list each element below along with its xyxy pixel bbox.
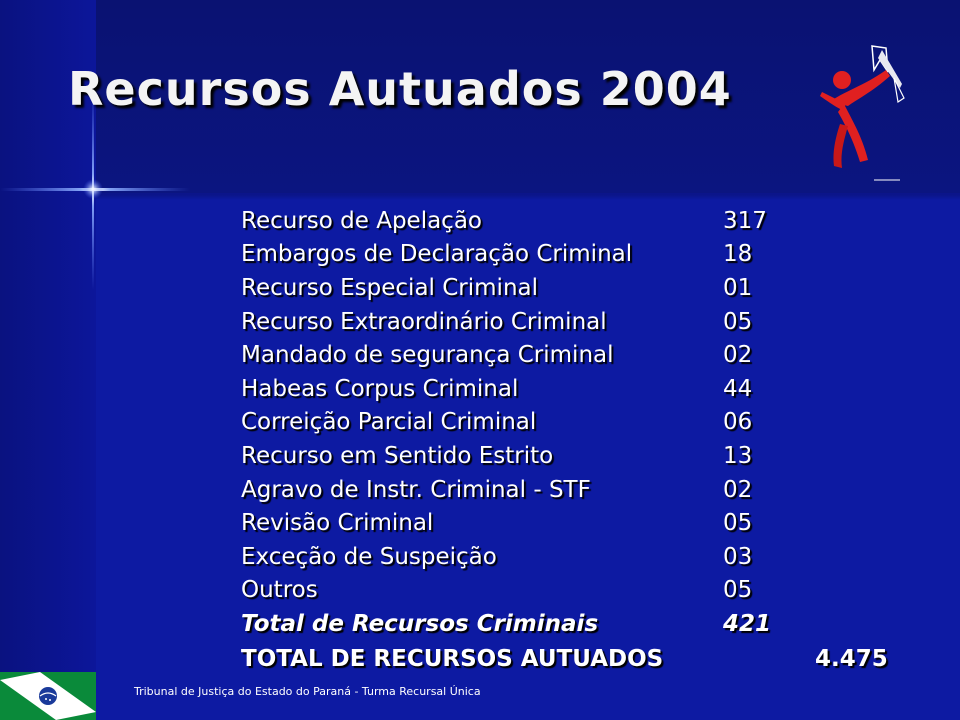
grand-total-row: TOTAL DE RECURSOS AUTUADOS 4.475 [241, 646, 888, 672]
table-row: Recurso Especial Criminal 01 [241, 271, 783, 305]
row-value: 13 [723, 442, 753, 469]
row-label: Agravo de Instr. Criminal - STF [241, 476, 591, 503]
total-criminal-value: 421 [723, 610, 772, 637]
top-band [96, 0, 960, 193]
row-label: Exceção de Suspeição [241, 543, 497, 570]
table-row: Recurso Extraordinário Criminal 05 [241, 305, 783, 339]
table-row: Recurso de Apelação 317 [241, 204, 783, 238]
grand-total-label: TOTAL DE RECURSOS AUTUADOS [241, 646, 664, 672]
row-value: 02 [723, 476, 753, 503]
row-label: Revisão Criminal [241, 510, 434, 537]
row-value: 05 [723, 577, 753, 604]
footer-text: Tribunal de Justiça do Estado do Paraná … [134, 685, 481, 698]
row-value: 18 [723, 241, 753, 268]
total-criminal-label: Total de Recursos Criminais [241, 610, 599, 637]
page-title: Recursos Autuados 2004 [68, 62, 732, 116]
left-band [0, 0, 96, 720]
parana-flag-icon [0, 672, 96, 720]
row-label: Embargos de Declaração Criminal [241, 241, 633, 268]
row-label: Recurso de Apelação [241, 207, 482, 234]
table-row: Embargos de Declaração Criminal 18 [241, 238, 783, 272]
row-label: Correição Parcial Criminal [241, 409, 537, 436]
row-value: 317 [723, 207, 767, 234]
row-label: Recurso em Sentido Estrito [241, 442, 554, 469]
total-criminal-row: Total de Recursos Criminais 421 [241, 607, 783, 641]
table-row: Agravo de Instr. Criminal - STF 02 [241, 473, 783, 507]
stats-table: Recurso de Apelação 317 Embargos de Decl… [241, 204, 783, 641]
table-row: Habeas Corpus Criminal 44 [241, 372, 783, 406]
table-row: Exceção de Suspeição 03 [241, 540, 783, 574]
table-row: Correição Parcial Criminal 06 [241, 406, 783, 440]
row-value: 02 [723, 342, 753, 369]
grand-total-value: 4.475 [815, 646, 888, 672]
justice-figure-logo [820, 45, 905, 181]
row-value: 05 [723, 308, 753, 335]
table-row: Revisão Criminal 05 [241, 506, 783, 540]
row-value: 01 [723, 274, 753, 301]
row-value: 44 [723, 375, 753, 402]
row-value: 03 [723, 543, 753, 570]
row-label: Recurso Extraordinário Criminal [241, 308, 607, 335]
row-label: Recurso Especial Criminal [241, 274, 539, 301]
row-value: 06 [723, 409, 753, 436]
row-value: 05 [723, 510, 753, 537]
table-row: Recurso em Sentido Estrito 13 [241, 439, 783, 473]
table-row: Mandado de segurança Criminal 02 [241, 338, 783, 372]
table-row: Outros 05 [241, 574, 783, 608]
row-label: Habeas Corpus Criminal [241, 375, 519, 402]
row-label: Outros [241, 577, 318, 604]
row-label: Mandado de segurança Criminal [241, 342, 614, 369]
